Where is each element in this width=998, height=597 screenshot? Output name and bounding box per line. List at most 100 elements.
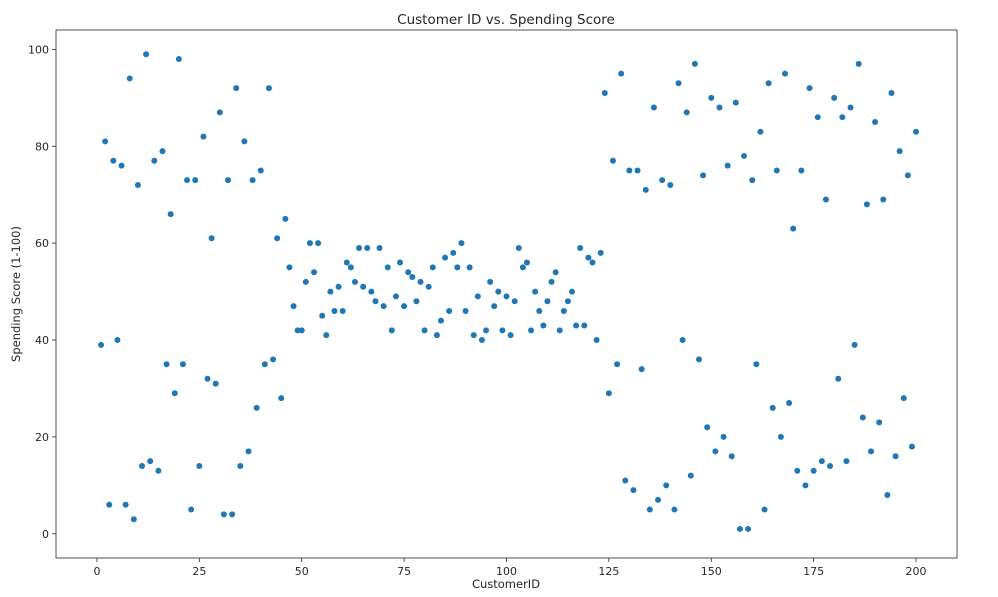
data-point xyxy=(585,254,592,261)
data-point xyxy=(552,269,559,276)
data-point xyxy=(437,317,444,324)
data-point xyxy=(421,327,428,334)
data-point xyxy=(581,322,588,329)
data-point xyxy=(622,477,629,484)
x-tick-label: 100 xyxy=(496,565,517,578)
data-point xyxy=(483,327,490,334)
data-point xyxy=(294,327,301,334)
data-point xyxy=(311,269,318,276)
data-point xyxy=(351,278,358,285)
data-point xyxy=(515,244,522,251)
x-axis-ticks: 0 25 50 75 100 125 150 175 200 xyxy=(93,558,927,578)
data-point xyxy=(491,303,498,310)
data-point xyxy=(155,467,162,474)
data-point xyxy=(433,332,440,339)
data-point xyxy=(204,375,211,382)
data-point xyxy=(216,109,223,116)
data-point xyxy=(888,89,895,96)
data-point xyxy=(704,424,711,431)
plot-area-frame xyxy=(55,29,958,559)
data-point xyxy=(356,244,363,251)
data-point xyxy=(777,433,784,440)
data-point xyxy=(376,244,383,251)
data-points xyxy=(98,51,920,532)
data-point xyxy=(319,312,326,319)
data-point xyxy=(818,458,825,465)
data-point xyxy=(298,327,305,334)
data-point xyxy=(827,462,834,469)
data-point xyxy=(306,240,313,247)
data-point xyxy=(544,298,551,305)
data-point xyxy=(880,196,887,203)
data-point xyxy=(315,240,322,247)
data-point xyxy=(364,244,371,251)
data-point xyxy=(556,327,563,334)
x-tick-label: 0 xyxy=(93,565,100,578)
data-point xyxy=(728,453,735,460)
data-point xyxy=(450,249,457,256)
data-point xyxy=(642,186,649,193)
data-point xyxy=(663,482,670,489)
data-point xyxy=(225,177,232,184)
data-point xyxy=(708,94,715,101)
data-point xyxy=(470,332,477,339)
data-point xyxy=(511,298,518,305)
data-point xyxy=(536,307,543,314)
data-point xyxy=(401,303,408,310)
data-point xyxy=(876,419,883,426)
data-point xyxy=(143,51,150,58)
data-point xyxy=(163,361,170,368)
x-tick-label: 25 xyxy=(192,565,206,578)
data-point xyxy=(671,506,678,513)
data-point xyxy=(331,307,338,314)
data-point xyxy=(786,399,793,406)
data-point xyxy=(548,278,555,285)
data-point xyxy=(372,298,379,305)
data-point xyxy=(167,211,174,218)
data-point xyxy=(540,322,547,329)
data-point xyxy=(675,80,682,87)
x-axis-label: CustomerID xyxy=(472,577,540,591)
data-point xyxy=(462,307,469,314)
data-point xyxy=(757,128,764,135)
data-point xyxy=(618,70,625,77)
data-point xyxy=(139,462,145,469)
data-point xyxy=(638,366,645,373)
data-point xyxy=(323,332,330,339)
data-point xyxy=(384,264,391,271)
data-point xyxy=(265,85,272,92)
data-point xyxy=(687,472,694,479)
data-point xyxy=(261,361,268,368)
x-tick-label: 150 xyxy=(701,565,722,578)
data-point xyxy=(560,307,567,314)
data-point xyxy=(245,448,252,455)
data-point xyxy=(257,167,264,174)
data-point xyxy=(360,283,367,290)
data-point xyxy=(773,167,780,174)
data-point xyxy=(863,201,870,208)
data-point xyxy=(847,104,854,111)
data-point xyxy=(302,278,309,285)
data-point xyxy=(683,109,690,116)
data-point xyxy=(282,215,289,222)
data-point xyxy=(872,119,879,126)
x-tick-label: 125 xyxy=(598,565,619,578)
data-point xyxy=(442,254,449,261)
data-point xyxy=(179,361,186,368)
data-point xyxy=(188,506,195,513)
data-point xyxy=(900,395,907,402)
data-point xyxy=(339,307,346,314)
data-point xyxy=(765,80,772,87)
data-point xyxy=(892,453,899,460)
data-point xyxy=(413,298,420,305)
data-point xyxy=(397,259,404,266)
data-point xyxy=(802,482,809,489)
data-point xyxy=(564,298,571,305)
data-point xyxy=(151,157,158,164)
y-axis-ticks: 0 20 40 60 80 100 xyxy=(28,43,56,541)
data-point xyxy=(577,244,584,251)
data-point xyxy=(741,152,748,159)
data-point xyxy=(896,148,903,155)
x-tick-label: 75 xyxy=(397,565,411,578)
data-point xyxy=(126,75,133,82)
